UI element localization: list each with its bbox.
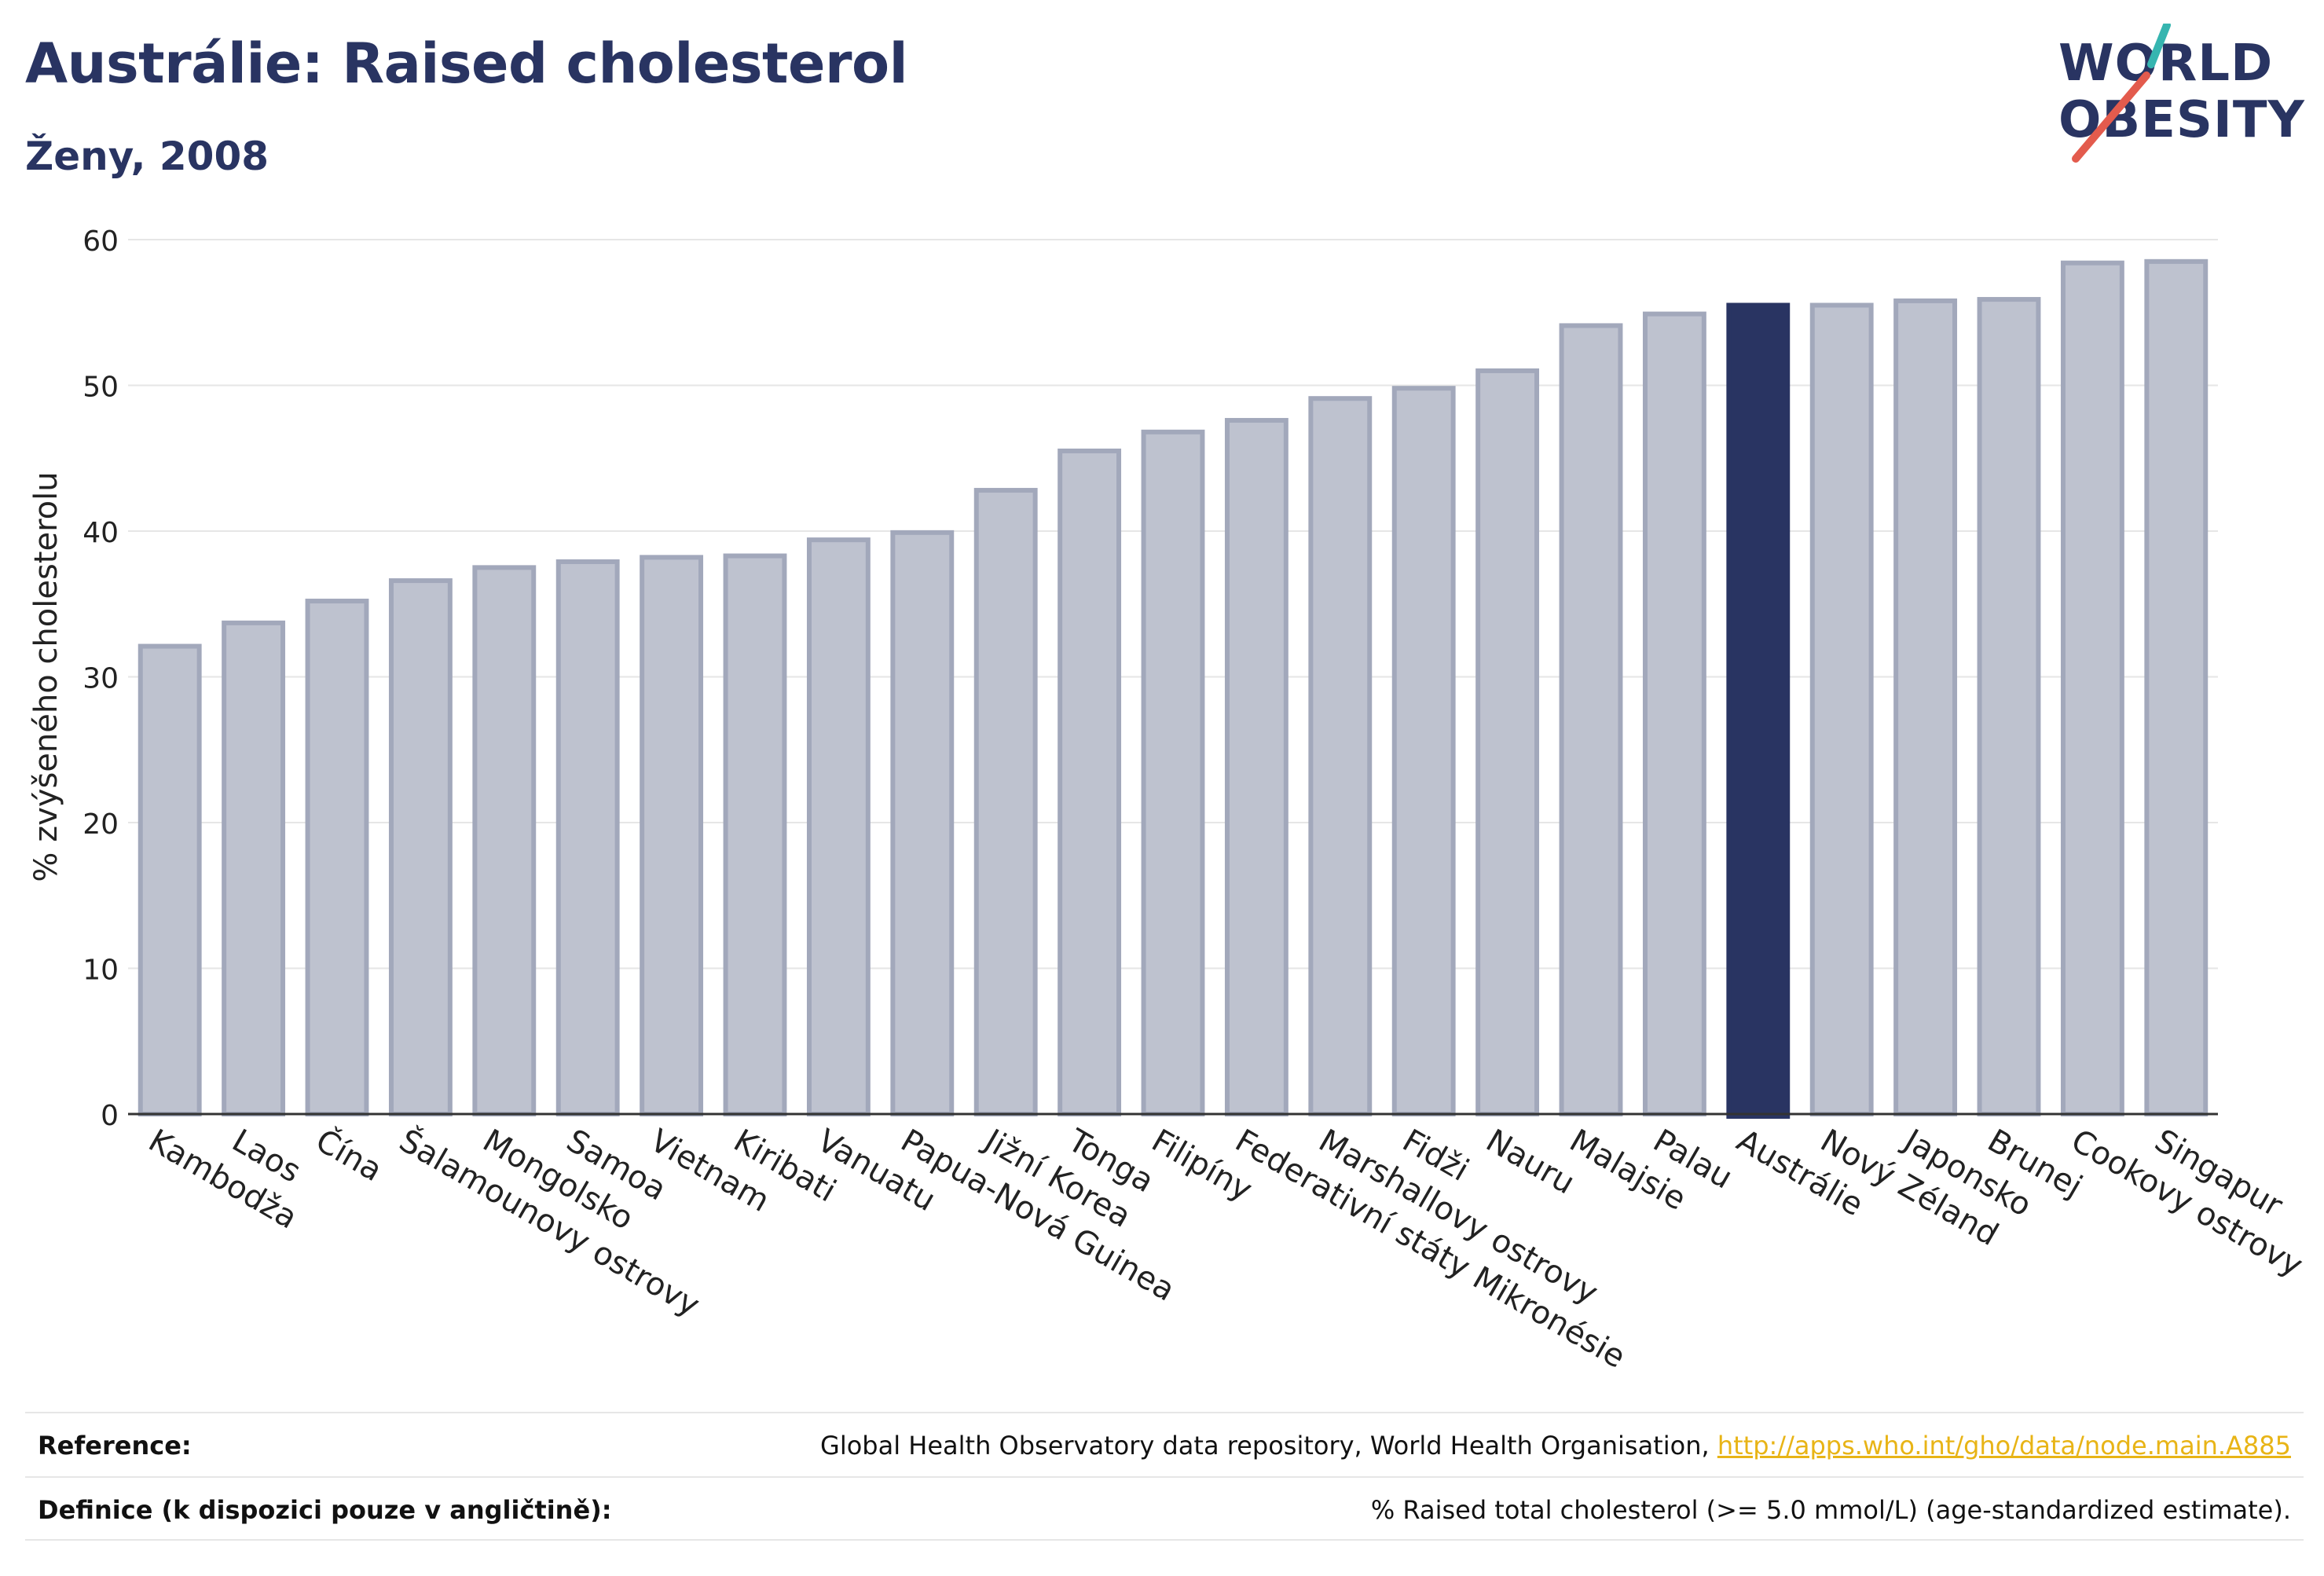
bar-16[interactable] <box>1391 386 1456 1116</box>
definition-label: Definice (k dispozici pouze v angličtině… <box>38 1495 612 1525</box>
x-tick-label: Čína <box>310 1121 389 1189</box>
bar-25[interactable] <box>2144 258 2209 1117</box>
bar-12[interactable] <box>1058 448 1122 1116</box>
y-tick-label: 10 <box>82 955 119 987</box>
bar-20[interactable] <box>1726 302 1791 1120</box>
reference-value: Global Health Observatory data repositor… <box>820 1431 2291 1461</box>
y-tick-label: 30 <box>82 663 119 695</box>
bar-3[interactable] <box>305 599 369 1116</box>
bar-15[interactable] <box>1308 396 1373 1116</box>
reference-row: Reference: Global Health Observatory dat… <box>25 1412 2304 1476</box>
logo-line-1: WORLD <box>2058 35 2274 93</box>
bar-7[interactable] <box>640 555 704 1116</box>
definition-row: Definice (k dispozici pouze v angličtině… <box>25 1476 2304 1541</box>
reference-text: Global Health Observatory data repositor… <box>820 1431 1717 1461</box>
chart-subtitle: Ženy, 2008 <box>25 134 269 179</box>
bar-1[interactable] <box>137 643 202 1116</box>
y-axis-label: % zvýšeného cholesterolu <box>28 471 64 881</box>
y-axis-ticks: 0 10 20 30 40 50 60 <box>82 225 119 1132</box>
y-tick-label: 40 <box>82 517 119 549</box>
bar-22[interactable] <box>1893 298 1958 1116</box>
reference-label: Reference: <box>38 1431 192 1461</box>
bar-19[interactable] <box>1642 311 1706 1117</box>
y-tick-label: 0 <box>101 1100 119 1132</box>
world-obesity-logo[interactable]: WORLD OBESITY <box>2058 24 2305 165</box>
logo-slash-icon <box>2072 24 2171 163</box>
chart-title: Austrálie: Raised cholesterol <box>25 31 908 96</box>
bar-8[interactable] <box>723 553 787 1116</box>
bar-6[interactable] <box>555 559 620 1116</box>
bar-23[interactable] <box>1977 297 2041 1116</box>
bar-17[interactable] <box>1475 368 1540 1116</box>
bar-4[interactable] <box>388 578 453 1116</box>
bar-14[interactable] <box>1224 418 1288 1116</box>
y-tick-label: 60 <box>82 225 119 258</box>
bar-21[interactable] <box>1809 302 1874 1117</box>
logo-line-2: OBESITY <box>2058 91 2305 149</box>
bar-18[interactable] <box>1559 323 1623 1116</box>
bar-9[interactable] <box>806 537 871 1116</box>
definition-text: % Raised total cholesterol (>= 5.0 mmol/… <box>1370 1495 2291 1525</box>
bar-24[interactable] <box>2060 260 2124 1116</box>
y-tick-label: 50 <box>82 372 119 404</box>
bar-11[interactable] <box>973 488 1038 1116</box>
bars <box>137 258 2209 1120</box>
bar-10[interactable] <box>890 530 955 1116</box>
y-tick-label: 20 <box>82 808 119 841</box>
x-tick-label: Nauru <box>1480 1123 1581 1202</box>
bar-2[interactable] <box>222 620 286 1116</box>
bar-5[interactable] <box>472 565 537 1116</box>
bar-13[interactable] <box>1141 429 1205 1116</box>
reference-link[interactable]: http://apps.who.int/gho/data/node.main.A… <box>1717 1431 2291 1461</box>
